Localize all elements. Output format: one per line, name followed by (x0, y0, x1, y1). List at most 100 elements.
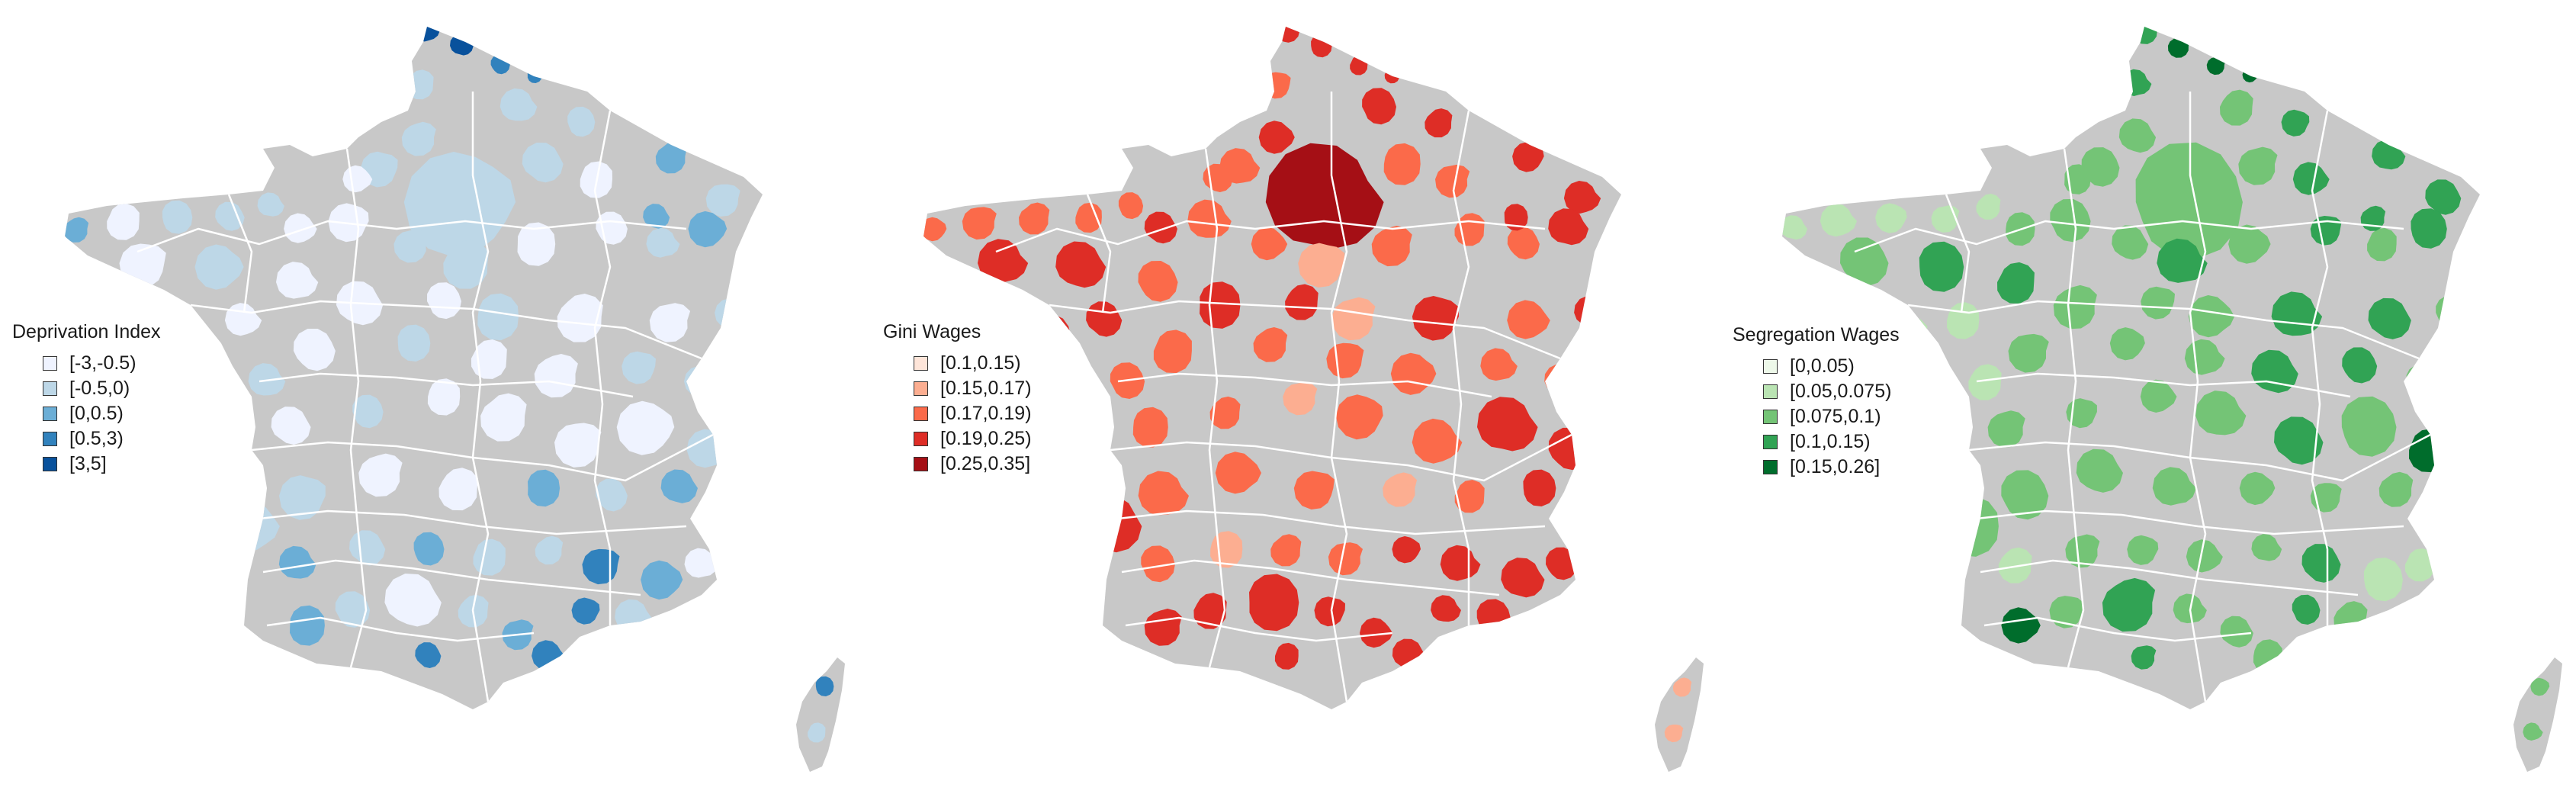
urban-area (2363, 558, 2403, 602)
legend-item: [3,5] (43, 452, 161, 477)
urban-area (290, 605, 325, 646)
urban-area (2102, 577, 2156, 632)
urban-area (1283, 381, 1318, 416)
urban-area (616, 400, 675, 455)
urban-area (1200, 281, 1241, 329)
department-border (1854, 220, 2404, 253)
urban-area (2372, 140, 2406, 170)
legend-deprivation: Deprivation Index [-3,-0.5) [-0.5,0) [0,… (12, 320, 161, 477)
department-border (259, 509, 687, 535)
urban-area (1335, 394, 1383, 440)
department-border (345, 148, 368, 668)
urban-area (1118, 192, 1144, 220)
urban-area (622, 351, 656, 384)
urban-area (2253, 639, 2283, 673)
urban-area (279, 475, 326, 520)
urban-area (2342, 347, 2378, 384)
urban-area (1544, 364, 1578, 396)
department-border (1125, 616, 1393, 642)
france-map-gini (923, 27, 1704, 772)
urban-area (1293, 471, 1335, 509)
urban-area (1331, 297, 1376, 341)
urban-area (278, 545, 316, 579)
urban-area (596, 478, 628, 512)
urban-area (705, 184, 740, 217)
urban-area (413, 532, 445, 566)
urban-area (480, 393, 527, 442)
map-panel-segregation: Segregation Wages [0,0.05) [0.05,0.075) … (1717, 0, 2576, 810)
urban-area (2368, 297, 2411, 339)
legend-item: [0.15,0.17) (914, 376, 1032, 401)
urban-area (2141, 286, 2175, 320)
legend-label: [-3,-0.5) (69, 352, 137, 374)
urban-area (643, 204, 670, 229)
mainland-france-shape (923, 27, 1621, 709)
urban-area (2131, 645, 2157, 670)
urban-area (293, 329, 336, 371)
urban-area (2008, 333, 2049, 373)
urban-area (443, 239, 489, 289)
urban-area (1274, 27, 1300, 43)
legend-swatch (1763, 460, 1778, 474)
legend-label: [3,5] (69, 453, 107, 474)
urban-area (2238, 146, 2278, 185)
urban-area (248, 363, 286, 396)
urban-area (1274, 642, 1299, 670)
urban-area (2411, 208, 2447, 249)
urban-area (1193, 593, 1227, 629)
urban-area (1075, 202, 1102, 233)
urban-areas (65, 27, 834, 743)
urban-area (2157, 238, 2208, 283)
urban-area (1672, 677, 1692, 697)
urban-area (1265, 143, 1384, 249)
urban-area (1138, 261, 1178, 302)
department-border (262, 559, 641, 596)
urban-area (684, 366, 718, 397)
legend-swatch (914, 356, 928, 371)
urban-area (2195, 391, 2247, 436)
urban-area (2135, 142, 2243, 259)
department-border (995, 220, 1546, 253)
urban-area (2425, 179, 2462, 215)
mainland-france-shape (1782, 27, 2480, 709)
urban-area (2001, 470, 2049, 520)
legend-label: [-0.5,0) (69, 378, 130, 399)
france-map-segregation (1782, 27, 2562, 772)
department-border (1452, 110, 1470, 625)
urban-area (660, 469, 698, 503)
urban-area (415, 642, 442, 668)
urban-area (2188, 295, 2235, 338)
urban-area (438, 468, 478, 511)
urban-area (1251, 227, 1288, 261)
urban-area (534, 354, 578, 398)
urban-area (1258, 121, 1295, 154)
urban-area (1548, 208, 1589, 246)
legend-label: [0,0.05) (1790, 355, 1855, 377)
urban-area (1523, 469, 1556, 506)
urban-area (2081, 147, 2120, 187)
legend-label: [0.25,0.35] (940, 453, 1031, 474)
department-border (227, 194, 253, 313)
urban-area (1383, 472, 1417, 507)
urban-area (1947, 302, 1980, 339)
urban-area (808, 722, 826, 743)
urban-area (815, 676, 834, 696)
department-border (2063, 148, 2085, 668)
urban-area (522, 143, 564, 183)
legend-item: [0.075,0.1) (1763, 404, 1900, 429)
urban-area (1392, 536, 1421, 564)
urban-area (571, 597, 600, 625)
department-border (593, 110, 612, 625)
urban-area (1311, 34, 1332, 58)
legend-item: [0.15,0.26] (1763, 455, 1900, 480)
urban-area (646, 227, 680, 258)
urban-area (352, 394, 384, 429)
legend-label: [0.075,0.1) (1790, 406, 1881, 427)
urban-area (1664, 725, 1684, 743)
legend-item: [0,0.05) (1763, 354, 1900, 379)
department-border (1976, 509, 2404, 535)
france-map-deprivation (65, 27, 845, 772)
urban-area (384, 574, 442, 627)
urban-area (335, 591, 371, 628)
urban-area (1253, 327, 1288, 362)
